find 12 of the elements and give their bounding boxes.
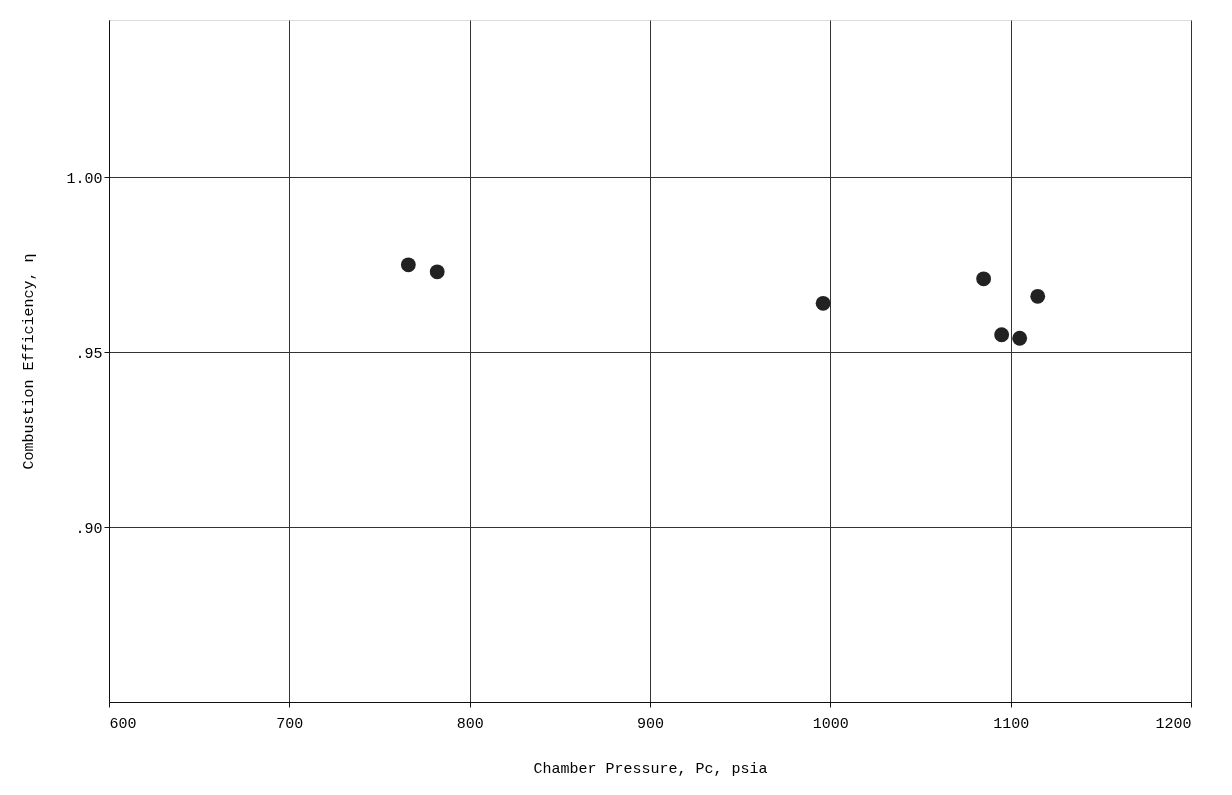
x-tick-label: 700: [276, 715, 304, 733]
x-tick-label: 600: [109, 715, 137, 733]
y-axis-title: Combustion Efficiency, η: [21, 253, 39, 470]
x-axis-title: Chamber Pressure, Pc, psia: [533, 760, 768, 778]
y-tick-label: .95: [75, 345, 103, 363]
x-tick-label: 800: [456, 715, 484, 733]
y-tick-label: 1.00: [66, 170, 103, 188]
x-tick-label: 1200: [1155, 715, 1192, 733]
x-tick-label: 1000: [812, 715, 849, 733]
x-tick-label: 1100: [993, 715, 1030, 733]
y-tick-label: .90: [75, 520, 103, 538]
x-tick-label: 900: [636, 715, 665, 733]
